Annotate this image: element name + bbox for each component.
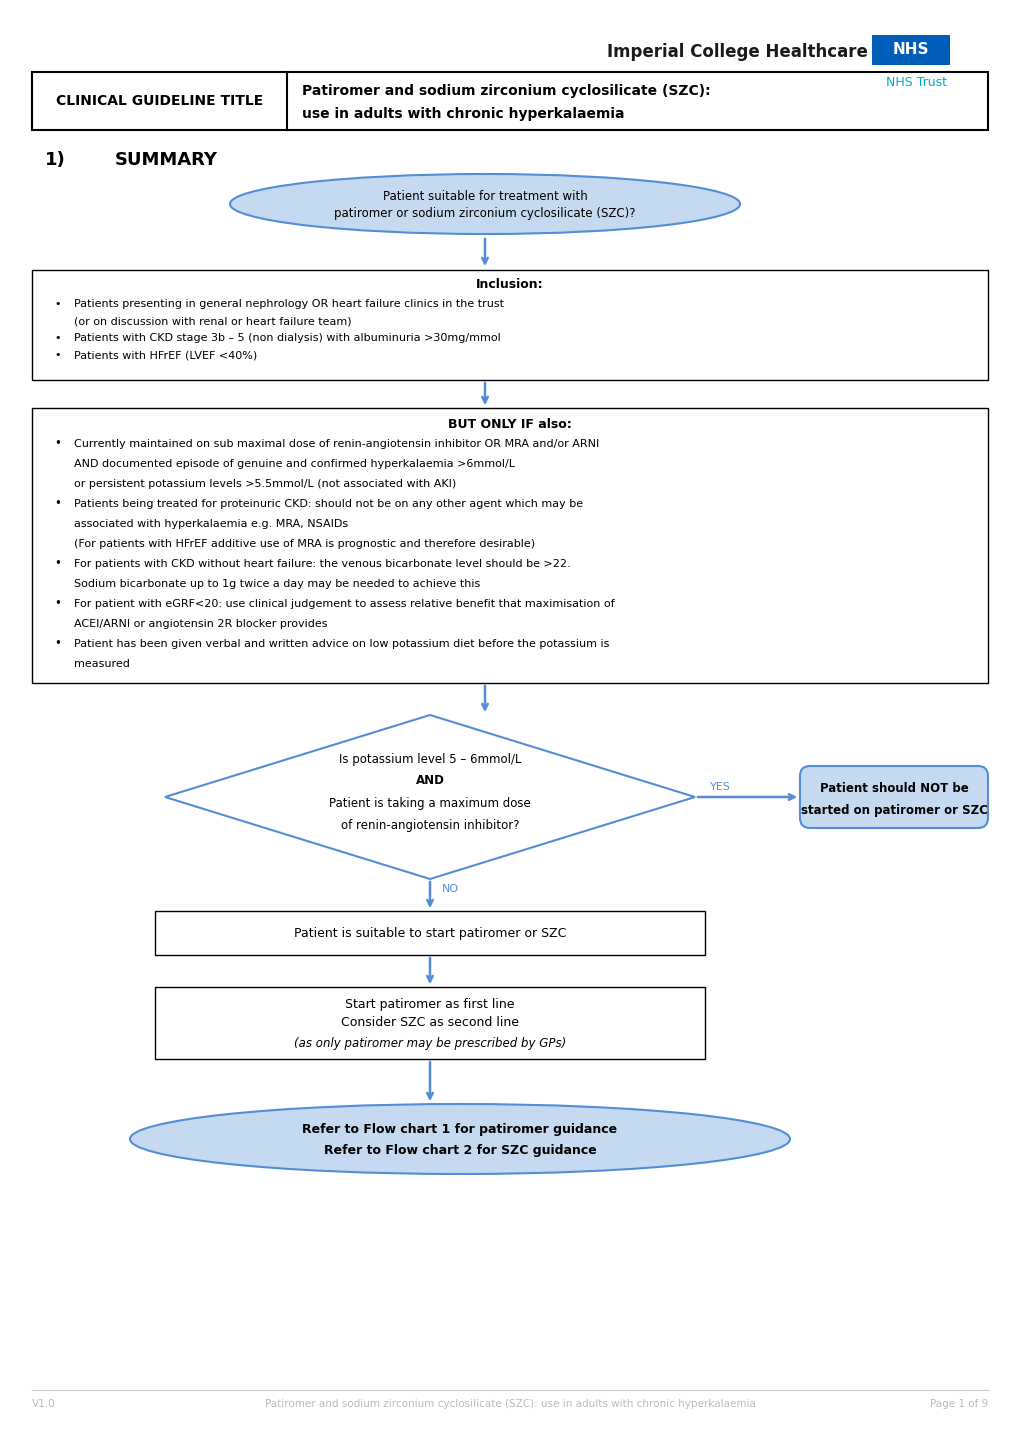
Text: Patiromer and sodium zirconium cyclosilicate (SZC): use in adults with chronic h: Patiromer and sodium zirconium cyclosili… [264, 1399, 755, 1409]
Text: (as only patiromer may be prescribed by GPs): (as only patiromer may be prescribed by … [293, 1037, 566, 1050]
FancyBboxPatch shape [155, 986, 704, 1058]
Text: Page 1 of 9: Page 1 of 9 [929, 1399, 987, 1409]
Text: NO: NO [441, 884, 459, 894]
Text: use in adults with chronic hyperkalaemia: use in adults with chronic hyperkalaemia [302, 107, 624, 121]
Text: V1.0: V1.0 [32, 1399, 56, 1409]
Text: (or on discussion with renal or heart failure team): (or on discussion with renal or heart fa… [74, 316, 352, 326]
FancyBboxPatch shape [155, 911, 704, 955]
Text: started on patiromer or SZC: started on patiromer or SZC [800, 805, 986, 818]
Text: •: • [54, 333, 60, 343]
FancyBboxPatch shape [799, 766, 987, 828]
Text: Patients being treated for proteinuric CKD: should not be on any other agent whi: Patients being treated for proteinuric C… [74, 499, 583, 509]
Text: AND documented episode of genuine and confirmed hyperkalaemia >6mmol/L: AND documented episode of genuine and co… [74, 459, 515, 469]
Text: Refer to Flow chart 2 for SZC guidance: Refer to Flow chart 2 for SZC guidance [323, 1144, 596, 1156]
Text: Patiromer and sodium zirconium cyclosilicate (SZC):: Patiromer and sodium zirconium cyclosili… [302, 84, 710, 98]
Text: measured: measured [74, 659, 129, 669]
Text: Patient has been given verbal and written advice on low potassium diet before th: Patient has been given verbal and writte… [74, 639, 608, 649]
Text: Patients with CKD stage 3b – 5 (non dialysis) with albuminuria >30mg/mmol: Patients with CKD stage 3b – 5 (non dial… [74, 333, 500, 343]
Text: of renin-angiotensin inhibitor?: of renin-angiotensin inhibitor? [340, 819, 519, 832]
FancyBboxPatch shape [32, 270, 987, 381]
Text: Patients with HFrEF (LVEF <40%): Patients with HFrEF (LVEF <40%) [74, 350, 257, 360]
Text: Inclusion:: Inclusion: [476, 277, 543, 290]
Text: Refer to Flow chart 1 for patiromer guidance: Refer to Flow chart 1 for patiromer guid… [303, 1122, 616, 1135]
Text: or persistent potassium levels >5.5mmol/L (not associated with AKI): or persistent potassium levels >5.5mmol/… [74, 479, 455, 489]
FancyBboxPatch shape [32, 408, 987, 684]
Text: AND: AND [415, 774, 444, 787]
Ellipse shape [229, 174, 739, 234]
Text: Consider SZC as second line: Consider SZC as second line [340, 1017, 519, 1030]
Text: NHS: NHS [892, 42, 928, 58]
Text: •: • [54, 558, 61, 571]
Text: •: • [54, 437, 61, 450]
Text: For patient with eGRF<20: use clinical judgement to assess relative benefit that: For patient with eGRF<20: use clinical j… [74, 598, 614, 609]
FancyBboxPatch shape [32, 72, 987, 130]
Text: Patient should NOT be: Patient should NOT be [819, 782, 967, 795]
Text: associated with hyperkalaemia e.g. MRA, NSAIDs: associated with hyperkalaemia e.g. MRA, … [74, 519, 347, 529]
Text: •: • [54, 597, 61, 610]
Text: ACEI/ARNI or angiotensin 2R blocker provides: ACEI/ARNI or angiotensin 2R blocker prov… [74, 619, 327, 629]
Text: 1): 1) [45, 151, 65, 169]
Text: •: • [54, 497, 61, 510]
Text: •: • [54, 350, 60, 360]
Text: For patients with CKD without heart failure: the venous bicarbonate level should: For patients with CKD without heart fail… [74, 559, 570, 570]
FancyBboxPatch shape [871, 35, 949, 65]
Text: Imperial College Healthcare: Imperial College Healthcare [606, 43, 867, 61]
Text: patiromer or sodium zirconium cyclosilicate (SZC)?: patiromer or sodium zirconium cyclosilic… [334, 208, 635, 221]
Text: (For patients with HFrEF additive use of MRA is prognostic and therefore desirab: (For patients with HFrEF additive use of… [74, 539, 535, 549]
Text: Patient is suitable to start patiromer or SZC: Patient is suitable to start patiromer o… [293, 927, 566, 940]
Text: NHS Trust: NHS Trust [884, 75, 946, 88]
Text: Patient is taking a maximum dose: Patient is taking a maximum dose [329, 796, 530, 809]
Ellipse shape [129, 1105, 790, 1174]
Text: CLINICAL GUIDELINE TITLE: CLINICAL GUIDELINE TITLE [56, 94, 263, 108]
Text: Currently maintained on sub maximal dose of renin-angiotensin inhibitor OR MRA a: Currently maintained on sub maximal dose… [74, 438, 599, 448]
Text: Patients presenting in general nephrology OR heart failure clinics in the trust: Patients presenting in general nephrolog… [74, 298, 503, 309]
Text: •: • [54, 298, 60, 309]
Text: •: • [54, 637, 61, 650]
Text: Sodium bicarbonate up to 1g twice a day may be needed to achieve this: Sodium bicarbonate up to 1g twice a day … [74, 580, 480, 588]
Text: BUT ONLY IF also:: BUT ONLY IF also: [447, 418, 572, 431]
Text: YES: YES [709, 782, 731, 792]
Text: SUMMARY: SUMMARY [115, 151, 218, 169]
Text: Is potassium level 5 – 6mmol/L: Is potassium level 5 – 6mmol/L [338, 753, 521, 766]
Text: Start patiromer as first line: Start patiromer as first line [344, 998, 515, 1011]
Polygon shape [165, 715, 694, 880]
Text: Patient suitable for treatment with: Patient suitable for treatment with [382, 189, 587, 202]
